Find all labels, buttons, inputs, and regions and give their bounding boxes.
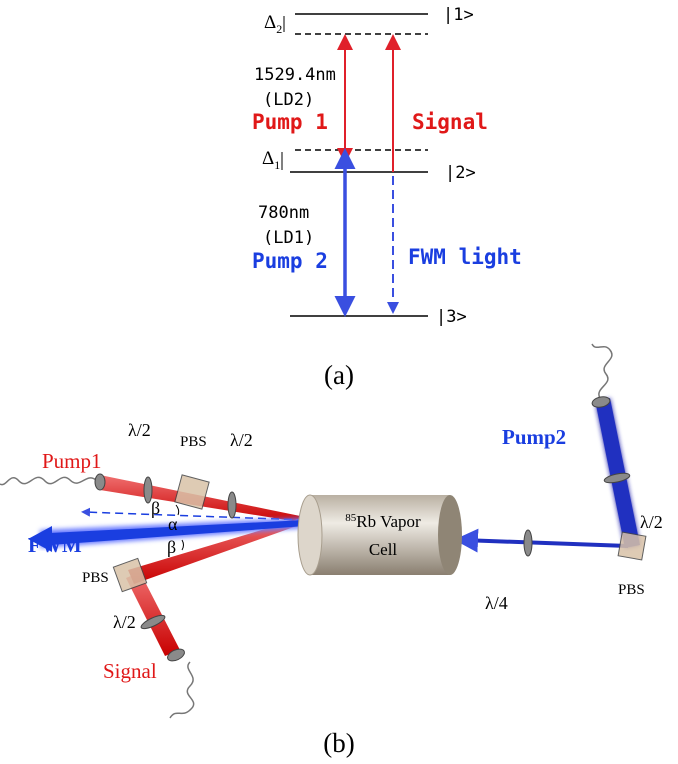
fiber-coupler [94,473,106,491]
cell-body [310,495,450,575]
fwm-head [28,526,52,552]
delta-subscript: 2 [276,22,282,36]
delta-subscript: 1 [274,158,280,172]
waveplate-label: λ/2 [113,612,136,632]
cell-end [438,495,462,575]
waveplate-label: λ/2 [230,430,253,450]
fiber [169,661,195,719]
pump-2-label: Pump 2 [252,249,328,273]
fiber-coupler [591,396,611,408]
angle-arc [175,504,184,551]
pump-2-label: Pump2 [502,425,566,449]
fibers [0,343,613,719]
waveplate [143,476,153,504]
pump-2-beam [596,398,640,548]
level-label: |3> [436,307,467,327]
level-label: |1> [443,5,474,25]
cell-label: 85Rb Vapor [345,512,421,531]
angle-label: α [168,514,178,534]
fwm-label: FWM light [408,245,522,269]
signal-beam [126,572,180,656]
cell-label: Cell [369,540,398,559]
delta-2: Δ2 [264,12,282,36]
waveplate-label: λ/2 [640,512,663,532]
cell-window [297,494,323,576]
delta-symbol: Δ [262,148,274,169]
waveplate [140,614,166,630]
cell-name: Rb Vapor [356,512,421,531]
delta-symbol: Δ [264,12,276,33]
isotope: 85 [345,512,357,524]
pump-2-beam [454,528,629,553]
delta-1: Δ1 [262,148,280,172]
pbs-label: PBS [618,582,645,598]
fiber [591,343,613,399]
waveplate-label: λ/4 [485,593,508,613]
source: (LD2) [263,90,314,110]
pbs [174,474,210,510]
pbs-label: PBS [82,570,109,586]
caption: (a) [324,360,354,390]
fiber-coupler [167,648,185,662]
signal-label: Signal [103,659,157,683]
wavelength: 780nm [258,203,309,223]
signal-beam [128,517,305,584]
optics [94,396,647,662]
fwm-dashed [81,507,306,521]
wavelength: 1529.4nm [254,65,336,85]
waveplate [523,529,533,557]
angle-label: β [151,498,160,518]
fwm-beam [50,520,305,545]
pump-1-label: Pump1 [42,449,102,473]
level-scheme [281,13,428,317]
waveplate-label: λ/2 [128,420,151,440]
level-label: |2> [445,163,476,183]
pbs [617,531,647,561]
pump-1-label: Pump 1 [252,110,328,134]
angle-label: β [167,537,176,557]
signal-label: Signal [412,110,488,134]
caption: (b) [323,728,354,758]
fwm-label: FWM [28,533,82,557]
source: (LD1) [263,228,314,248]
waveplate [227,491,237,519]
pbs [112,557,148,593]
pbs-label: PBS [180,434,207,450]
waveplate [603,472,631,484]
cell [297,494,462,576]
fiber [0,476,97,486]
